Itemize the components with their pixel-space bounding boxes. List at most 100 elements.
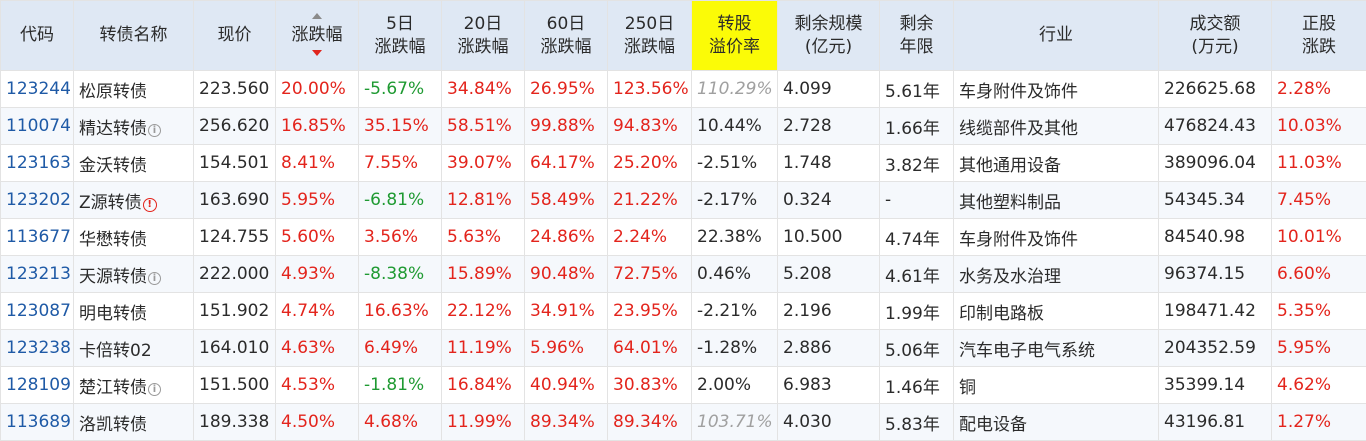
bond-name-link[interactable]: 松原转债 (74, 71, 194, 108)
col-header-turnover[interactable]: 成交额(万元) (1159, 1, 1272, 71)
bond-code-link[interactable]: 110074 (1, 108, 74, 145)
change-cell: 4.53% (276, 367, 359, 404)
scale-cell: 4.099 (778, 71, 880, 108)
col-header-chg20[interactable]: 20日涨跌幅 (442, 1, 525, 71)
change-cell-text: 16.85% (281, 116, 346, 136)
chg5-cell-text: -6.81% (364, 190, 424, 210)
chg60-cell-text: 24.86% (530, 227, 595, 247)
scale-cell-text: 4.099 (783, 79, 832, 99)
bond-name-link[interactable]: 卡倍转02 (74, 330, 194, 367)
price-cell-text: 223.560 (199, 79, 269, 99)
bond-code-link[interactable]: 113689 (1, 404, 74, 441)
chg250-cell: 89.34% (608, 404, 692, 441)
change-cell: 4.50% (276, 404, 359, 441)
years-cell-text: 3.82年 (885, 156, 940, 176)
bond-code-link[interactable]: 123163 (1, 145, 74, 182)
bond-code-link[interactable]: 123244 (1, 71, 74, 108)
info-icon[interactable]: i (148, 124, 161, 137)
industry-cell-text: 汽车电子电气系统 (959, 341, 1095, 361)
col-header-industry[interactable]: 行业 (954, 1, 1159, 71)
col-header-chg5[interactable]: 5日涨跌幅 (359, 1, 442, 71)
change-cell-text: 5.60% (281, 227, 335, 247)
price-cell: 151.902 (194, 293, 276, 330)
chg5-cell: -1.81% (359, 367, 442, 404)
bond-name-link[interactable]: 洛凯转债 (74, 404, 194, 441)
bond-code-link-text: 110074 (6, 116, 71, 136)
years-cell-text: 1.99年 (885, 304, 940, 324)
turnover-cell: 204352.59 (1159, 330, 1272, 367)
industry-cell-text: 印制电路板 (959, 304, 1044, 324)
bond-code-link[interactable]: 123238 (1, 330, 74, 367)
stock-change-cell: 11.03% (1272, 145, 1366, 182)
stock-change-cell: 5.95% (1272, 330, 1366, 367)
bond-code-link[interactable]: 123202 (1, 182, 74, 219)
chg250-cell-text: 94.83% (613, 116, 678, 136)
bond-name-link[interactable]: Z源转债! (74, 182, 194, 219)
stock-change-cell: 6.60% (1272, 256, 1366, 293)
info-icon[interactable]: i (148, 383, 161, 396)
change-cell: 16.85% (276, 108, 359, 145)
stock-change-cell-text: 4.62% (1277, 375, 1331, 395)
price-cell-text: 151.902 (199, 301, 269, 321)
bond-code-link[interactable]: 123213 (1, 256, 74, 293)
bond-name-link[interactable]: 金沃转债 (74, 145, 194, 182)
col-header-chg60[interactable]: 60日涨跌幅 (525, 1, 608, 71)
col-header-change[interactable]: 涨跌幅 (276, 1, 359, 71)
change-cell: 4.63% (276, 330, 359, 367)
col-header-code[interactable]: 代码 (1, 1, 74, 71)
chg20-cell-text: 12.81% (447, 190, 512, 210)
industry-cell: 铜 (954, 367, 1159, 404)
col-header-chg250[interactable]: 250日涨跌幅 (608, 1, 692, 71)
premium-cell: -2.51% (692, 145, 778, 182)
sort-desc-icon (312, 50, 322, 56)
premium-cell: 10.44% (692, 108, 778, 145)
bond-code-link-text: 123244 (6, 79, 71, 99)
col-header-years[interactable]: 剩余年限 (880, 1, 954, 71)
chg20-cell: 16.84% (442, 367, 525, 404)
chg5-cell: -8.38% (359, 256, 442, 293)
chg5-cell-text: 4.68% (364, 412, 418, 432)
stock-change-cell: 10.03% (1272, 108, 1366, 145)
years-cell: 5.61年 (880, 71, 954, 108)
col-header-premium[interactable]: 转股溢价率 (692, 1, 778, 71)
bond-name-link[interactable]: 华懋转债 (74, 219, 194, 256)
chg20-cell: 11.19% (442, 330, 525, 367)
change-cell: 8.41% (276, 145, 359, 182)
col-header-stock-change[interactable]: 正股涨跌 (1272, 1, 1366, 71)
warning-icon[interactable]: ! (143, 198, 157, 212)
scale-cell-text: 0.324 (783, 190, 832, 210)
chg250-cell: 64.01% (608, 330, 692, 367)
bond-code-link[interactable]: 128109 (1, 367, 74, 404)
chg5-cell: 7.55% (359, 145, 442, 182)
sort-indicator[interactable]: 涨跌幅 (292, 24, 343, 47)
chg60-cell-text: 89.34% (530, 412, 595, 432)
chg5-cell-text: -8.38% (364, 264, 424, 284)
chg5-cell-text: 3.56% (364, 227, 418, 247)
col-header-name[interactable]: 转债名称 (74, 1, 194, 71)
years-cell-text: 5.61年 (885, 82, 940, 102)
bond-code-link-text: 123238 (6, 338, 71, 358)
bond-code-link[interactable]: 113677 (1, 219, 74, 256)
bond-code-link[interactable]: 123087 (1, 293, 74, 330)
chg60-cell-text: 90.48% (530, 264, 595, 284)
bond-name-link[interactable]: 明电转债 (74, 293, 194, 330)
stock-change-cell-text: 6.60% (1277, 264, 1331, 284)
col-header-price[interactable]: 现价 (194, 1, 276, 71)
bond-name-link-text: 洛凯转债 (79, 415, 147, 435)
info-icon[interactable]: i (148, 272, 161, 285)
col-header-scale[interactable]: 剩余规模(亿元) (778, 1, 880, 71)
turnover-cell: 198471.42 (1159, 293, 1272, 330)
